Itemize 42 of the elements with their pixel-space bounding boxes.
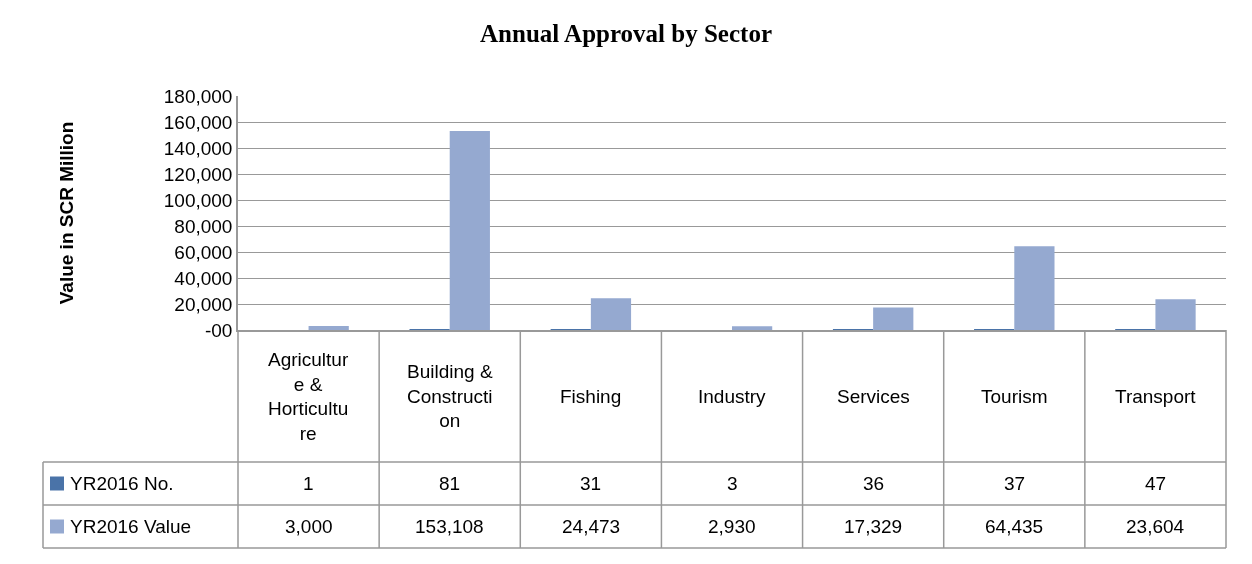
- y-tick-label: 140,000: [163, 137, 233, 159]
- data-label: 2,930: [708, 516, 756, 537]
- data-label: 47: [1145, 473, 1167, 494]
- bar: [732, 326, 773, 330]
- data-label: 1: [303, 473, 314, 494]
- y-tick-label: -00: [204, 319, 233, 341]
- data-label: 31: [580, 473, 602, 494]
- y-tick-label: 100,000: [163, 189, 233, 211]
- bar: [449, 130, 490, 330]
- y-tick-label: 40,000: [174, 267, 233, 289]
- x-tick-label: Fishing: [560, 386, 622, 407]
- data-label: 37: [1004, 473, 1026, 494]
- x-tick-label: Agriculture & Horticulture: [268, 349, 349, 445]
- y-tick-label: 60,000: [174, 241, 233, 263]
- y-axis-title: Value in SCR Million: [56, 121, 78, 305]
- x-tick-label: Transport: [1115, 386, 1197, 407]
- data-label: 23,604: [1126, 516, 1185, 537]
- bar: [1155, 299, 1196, 330]
- data-label: 3: [727, 473, 738, 494]
- data-label: 153,108: [415, 516, 484, 537]
- y-tick-label: 120,000: [163, 163, 233, 185]
- legend-label: YR2016 No.: [70, 473, 174, 494]
- x-tick-label: Building & Construction: [407, 361, 493, 432]
- bar: [873, 307, 914, 330]
- data-label: 81: [439, 473, 461, 494]
- x-tick-label: Industry: [698, 386, 767, 407]
- bar: [590, 298, 632, 330]
- data-label: 64,435: [985, 516, 1044, 537]
- data-label: 24,473: [562, 516, 621, 537]
- x-tick-label: Services: [837, 386, 910, 407]
- y-tick-label: 180,000: [163, 85, 233, 107]
- y-tick-label: 80,000: [174, 215, 233, 237]
- x-tick-label: Tourism: [981, 386, 1048, 407]
- data-label: 17,329: [844, 516, 903, 537]
- y-tick-label: 160,000: [163, 111, 233, 133]
- data-label: 36: [863, 473, 885, 494]
- legend-label: YR2016 Value: [70, 516, 192, 537]
- bar: [308, 326, 349, 330]
- chart-title: Annual Approval by Sector: [480, 19, 772, 47]
- data-label: 3,000: [285, 516, 333, 537]
- bar: [1014, 246, 1055, 330]
- y-tick-label: 20,000: [174, 293, 233, 315]
